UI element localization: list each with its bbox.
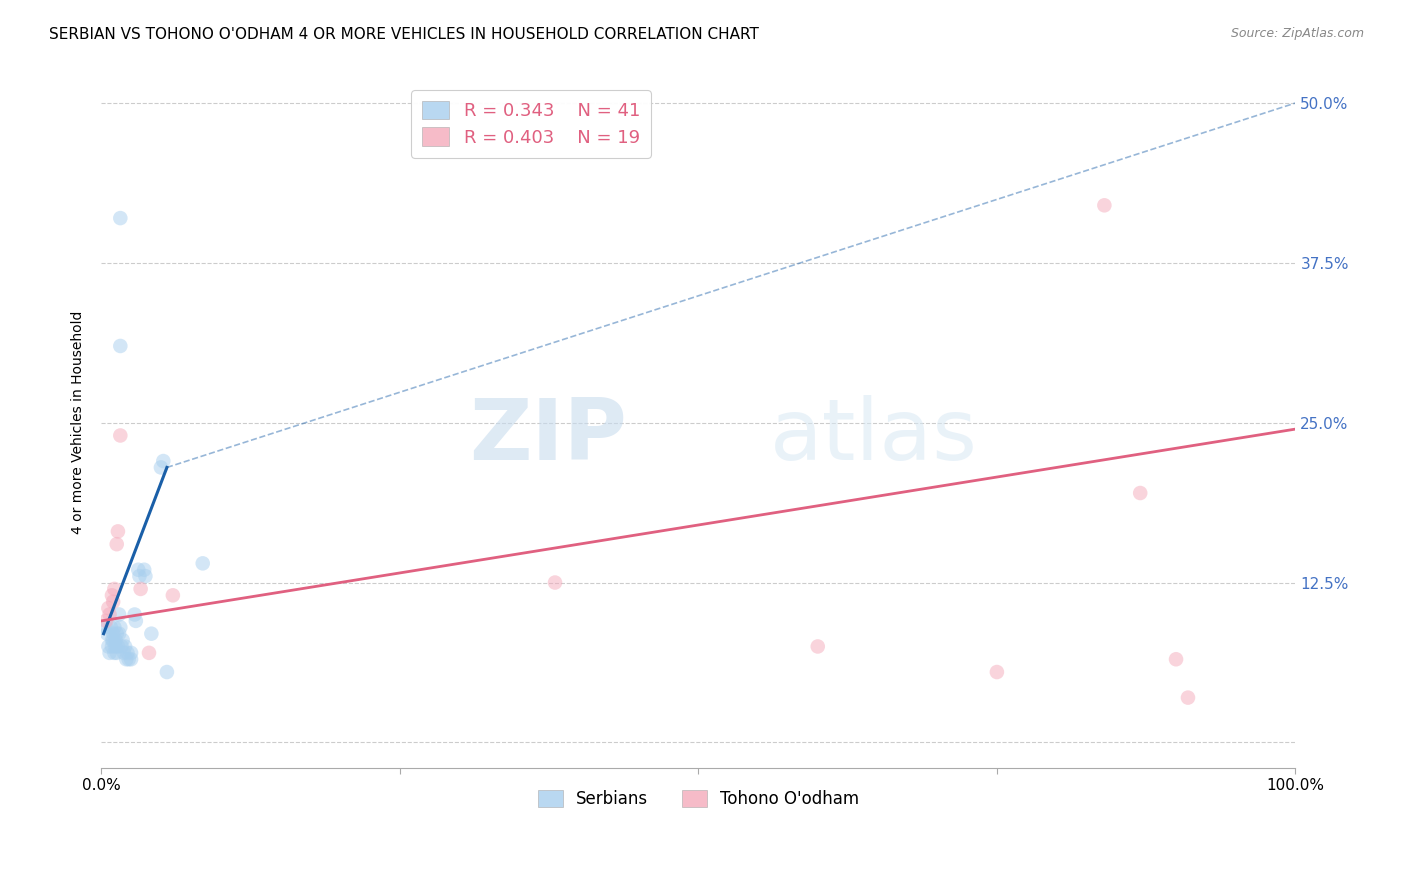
- Point: [129, 582, 152, 596]
- Point: [149, 460, 172, 475]
- Point: [117, 646, 139, 660]
- Point: [101, 595, 124, 609]
- Point: [96, 626, 118, 640]
- Point: [120, 652, 142, 666]
- Text: atlas: atlas: [770, 395, 979, 478]
- Point: [101, 633, 124, 648]
- Point: [134, 563, 156, 577]
- Point: [162, 588, 184, 602]
- Point: [110, 620, 132, 634]
- Point: [94, 620, 117, 634]
- Point: [152, 454, 174, 468]
- Point: [100, 620, 122, 634]
- Point: [97, 640, 120, 654]
- Point: [125, 614, 148, 628]
- Point: [114, 640, 136, 654]
- Point: [544, 575, 567, 590]
- Point: [1092, 198, 1115, 212]
- Point: [807, 640, 830, 654]
- Point: [103, 620, 125, 634]
- Point: [98, 646, 121, 660]
- Point: [127, 563, 149, 577]
- Point: [1177, 690, 1199, 705]
- Point: [110, 339, 132, 353]
- Text: Source: ZipAtlas.com: Source: ZipAtlas.com: [1230, 27, 1364, 40]
- Point: [101, 626, 124, 640]
- Point: [110, 640, 132, 654]
- Point: [103, 646, 125, 660]
- Point: [124, 607, 146, 622]
- Point: [138, 646, 160, 660]
- Point: [112, 646, 135, 660]
- Point: [108, 626, 131, 640]
- Point: [134, 569, 156, 583]
- Point: [107, 640, 129, 654]
- Point: [110, 428, 132, 442]
- Point: [156, 665, 179, 679]
- Point: [94, 614, 117, 628]
- Point: [108, 607, 131, 622]
- Point: [105, 537, 128, 551]
- Point: [104, 640, 127, 654]
- Point: [104, 633, 127, 648]
- Point: [1129, 486, 1152, 500]
- Point: [111, 633, 134, 648]
- Y-axis label: 4 or more Vehicles in Household: 4 or more Vehicles in Household: [72, 311, 86, 534]
- Point: [110, 211, 132, 226]
- Point: [101, 633, 124, 648]
- Point: [98, 607, 121, 622]
- Point: [97, 601, 120, 615]
- Point: [101, 640, 124, 654]
- Legend: Serbians, Tohono O'odham: Serbians, Tohono O'odham: [531, 783, 866, 815]
- Point: [103, 582, 125, 596]
- Text: ZIP: ZIP: [470, 395, 627, 478]
- Text: SERBIAN VS TOHONO O'ODHAM 4 OR MORE VEHICLES IN HOUSEHOLD CORRELATION CHART: SERBIAN VS TOHONO O'ODHAM 4 OR MORE VEHI…: [49, 27, 759, 42]
- Point: [191, 557, 214, 571]
- Point: [986, 665, 1008, 679]
- Point: [105, 626, 128, 640]
- Point: [141, 626, 163, 640]
- Point: [105, 646, 128, 660]
- Point: [118, 652, 141, 666]
- Point: [1164, 652, 1187, 666]
- Point: [115, 652, 138, 666]
- Point: [107, 524, 129, 539]
- Point: [120, 646, 142, 660]
- Point: [101, 588, 124, 602]
- Point: [128, 569, 150, 583]
